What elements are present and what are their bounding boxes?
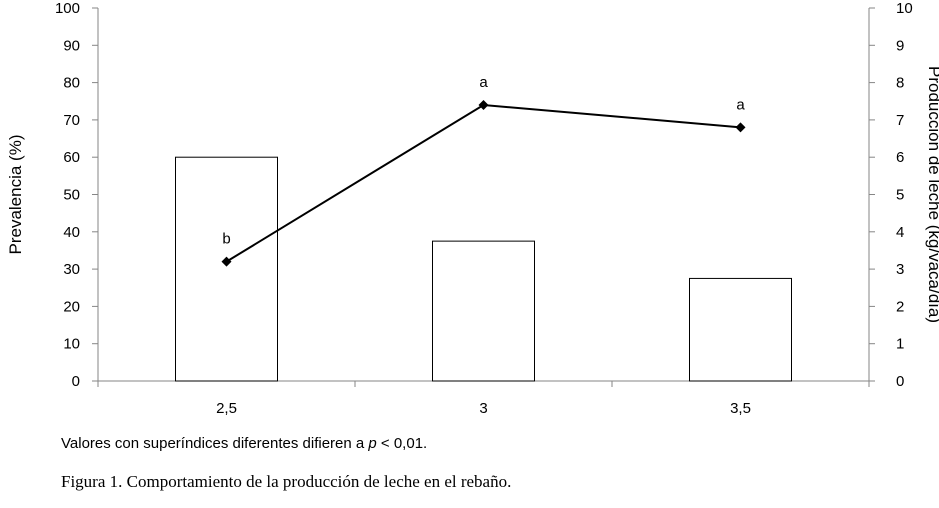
- y-tick-label-right: 10: [896, 0, 913, 17]
- x-tick-label: 2,5: [216, 400, 237, 417]
- footnote: Valores con superíndices diferentes difi…: [61, 435, 427, 452]
- y-tick-label-left: 40: [63, 224, 80, 241]
- y-tick-label-left: 50: [63, 187, 80, 204]
- figure-caption: Figura 1. Comportamiento de la producció…: [61, 472, 512, 491]
- point-superscript-label: b: [222, 231, 230, 248]
- y-tick-label-left: 30: [63, 261, 80, 278]
- bar: [432, 240, 535, 382]
- y-tick-label-left: 100: [55, 0, 80, 17]
- y-tick-label-right: 1: [896, 336, 904, 353]
- y-tick-label-right: 7: [896, 112, 904, 129]
- footnote-prefix: Valores con superíndices diferentes difi…: [61, 435, 369, 452]
- line-point-marker: [478, 99, 489, 110]
- point-superscript-label: a: [736, 96, 745, 113]
- point-superscript-label: a: [479, 74, 488, 91]
- y-tick-label-left: 80: [63, 75, 80, 92]
- bar: [175, 156, 278, 382]
- line-point-marker: [735, 122, 746, 133]
- y-tick-label-right: 2: [896, 298, 904, 315]
- y-tick-label-right: 5: [896, 187, 904, 204]
- y-tick-label-right: 9: [896, 37, 904, 54]
- y-tick-label-right: 3: [896, 261, 904, 278]
- y-tick-label-left: 70: [63, 112, 80, 129]
- x-tick-label: 3: [479, 400, 487, 417]
- y-tick-label-left: 60: [63, 149, 80, 166]
- y-tick-label-right: 6: [896, 149, 904, 166]
- y-axis-title-right: Producción de leche (kg/vaca/día): [925, 66, 939, 323]
- y-tick-label-left: 90: [63, 37, 80, 54]
- y-tick-label-right: 4: [896, 224, 904, 241]
- y-tick-label-left: 0: [72, 373, 80, 390]
- y-axis-title-left: Prevalencia (%): [6, 135, 25, 255]
- series-line: [225, 103, 741, 263]
- y-tick-label-right: 8: [896, 75, 904, 92]
- y-tick-label-right: 0: [896, 373, 904, 390]
- footnote-suffix: < 0,01.: [376, 435, 428, 452]
- line-point-marker: [221, 256, 232, 267]
- y-tick-label-left: 10: [63, 336, 80, 353]
- footnote-p: p: [368, 435, 377, 452]
- x-tick-label: 3,5: [730, 400, 751, 417]
- y-tick-label-left: 20: [63, 298, 80, 315]
- bar: [689, 277, 792, 382]
- chart: 0 10 20 30 40 50 60 70 80 90 100 0 1 2 3 4 5 6 7 8 9 10 2,5 3 3,…: [6, 0, 939, 417]
